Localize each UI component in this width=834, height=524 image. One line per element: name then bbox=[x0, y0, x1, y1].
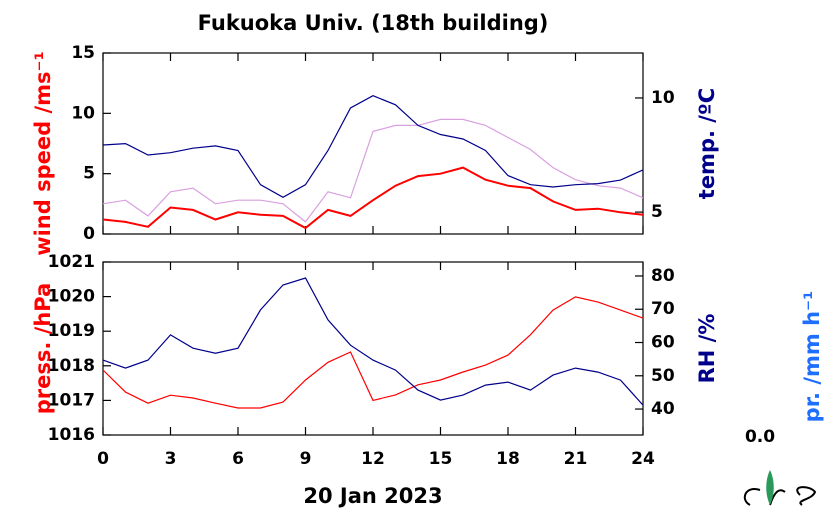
y2-tick-label: 60 bbox=[651, 333, 675, 353]
y-tick-label: 1017 bbox=[48, 390, 95, 410]
y2-tick-label: 80 bbox=[651, 266, 675, 286]
y-tick-label: 1020 bbox=[48, 287, 95, 307]
y2-axis-label: RH /% bbox=[695, 314, 719, 384]
y2-axis-label: temp. /ºC bbox=[695, 88, 719, 199]
y-tick-label: 5 bbox=[83, 164, 95, 184]
x-tick-label: 9 bbox=[300, 449, 312, 469]
plot-frame bbox=[102, 261, 644, 436]
y2-tick-label: 10 bbox=[651, 88, 675, 108]
y2-tick-label: 5 bbox=[651, 202, 663, 222]
y-axis-label: press. /hPa bbox=[31, 283, 55, 415]
x-tick-label: 12 bbox=[361, 449, 385, 469]
x-tick-label: 6 bbox=[232, 449, 244, 469]
x-tick-label: 15 bbox=[429, 449, 453, 469]
y2-tick-label: 40 bbox=[651, 399, 675, 419]
y2-tick-label: 70 bbox=[651, 299, 675, 319]
plot-frame bbox=[102, 52, 644, 235]
x-tick-label: 21 bbox=[564, 449, 588, 469]
x-tick-label: 0 bbox=[97, 449, 109, 469]
y3-axis-label: pr. /mm h⁻¹ bbox=[800, 291, 824, 423]
x-axis-label: 20 Jan 2023 bbox=[303, 484, 442, 508]
y-tick-label: 15 bbox=[71, 43, 95, 63]
series-line bbox=[102, 166, 644, 230]
y-tick-label: 10 bbox=[71, 103, 95, 123]
series-line bbox=[102, 95, 644, 198]
chart-title: Fukuoka Univ. (18th building) bbox=[198, 11, 549, 35]
y-tick-label: 0 bbox=[83, 224, 95, 244]
x-tick-label: 3 bbox=[165, 449, 177, 469]
series-line bbox=[102, 118, 644, 223]
series-line bbox=[102, 296, 644, 409]
y-tick-label: 1018 bbox=[48, 356, 95, 376]
x-tick-label: 18 bbox=[496, 449, 520, 469]
y-tick-label: 1016 bbox=[48, 425, 95, 445]
y3-tick-label: 0.0 bbox=[745, 427, 775, 447]
y-tick-label: 1019 bbox=[48, 321, 95, 341]
x-tick-label: 24 bbox=[631, 449, 655, 469]
series-line bbox=[102, 277, 644, 406]
y-axis-label: wind speed /ms⁻¹ bbox=[31, 51, 55, 256]
y-tick-label: 1021 bbox=[48, 252, 95, 272]
y2-tick-label: 50 bbox=[651, 366, 675, 386]
logo bbox=[743, 470, 817, 506]
